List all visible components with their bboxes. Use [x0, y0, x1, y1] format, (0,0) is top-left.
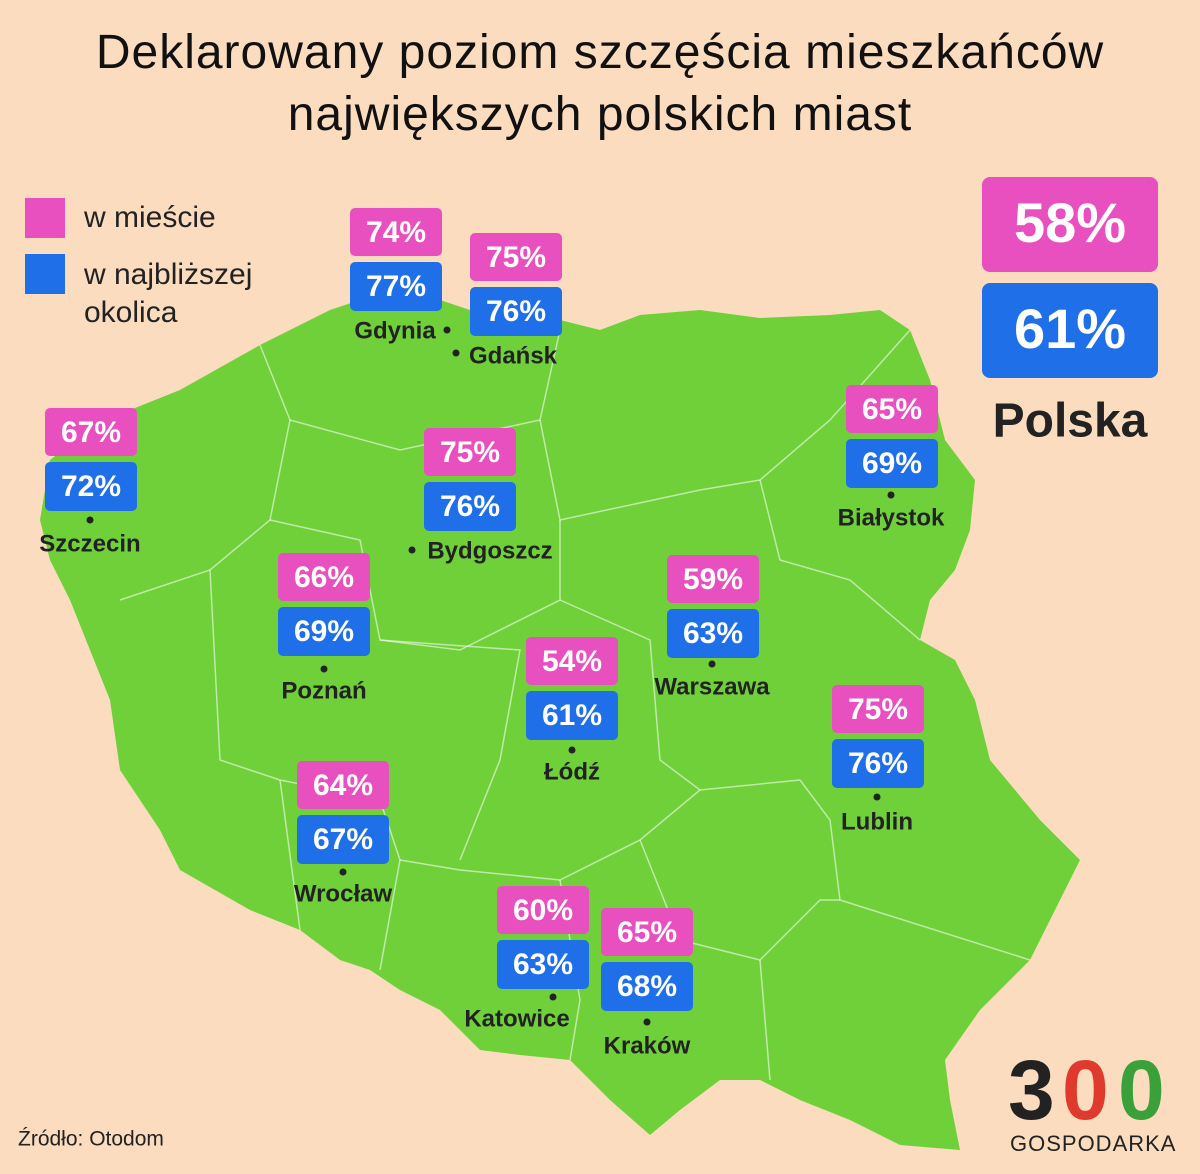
surroundings-box — [350, 262, 442, 311]
surroundings-value: 61% — [542, 699, 602, 732]
city-name: Bydgoszcz — [427, 537, 552, 564]
city-dot — [452, 349, 460, 357]
city-dot — [443, 326, 451, 334]
surroundings-value: 63% — [513, 948, 573, 981]
city-box — [278, 553, 370, 601]
city-dot — [708, 660, 716, 668]
city-dot — [86, 516, 94, 524]
city-box — [350, 208, 442, 256]
surroundings-value: 76% — [486, 295, 546, 328]
surroundings-value: 68% — [617, 970, 677, 1003]
city-name: Lublin — [841, 808, 913, 835]
surroundings-box — [497, 940, 589, 989]
city-value: 64% — [313, 769, 373, 802]
city-dot — [339, 868, 347, 876]
city-value: 75% — [486, 241, 546, 274]
title: Deklarowany poziom szczęścia mieszkańców… — [95, 26, 1105, 141]
surroundings-box — [424, 482, 516, 531]
national-label: Polska — [993, 395, 1148, 448]
city-value: 75% — [440, 436, 500, 469]
city-name: Wrocław — [294, 880, 393, 907]
surroundings-value: 76% — [440, 490, 500, 523]
surroundings-box — [846, 439, 938, 488]
city-box — [667, 555, 759, 603]
city-name: Warszawa — [654, 673, 770, 700]
surroundings-box — [297, 815, 389, 864]
city-value: 66% — [294, 561, 354, 594]
city-name: Łódź — [544, 758, 600, 785]
surroundings-box — [601, 962, 693, 1011]
logo-digit: 0 — [1062, 1043, 1109, 1137]
region-borders — [119, 329, 1031, 1081]
city-value: 59% — [683, 563, 743, 596]
surroundings-box — [832, 739, 924, 788]
surroundings-box — [45, 462, 137, 511]
logo-digit: 3 — [1008, 1043, 1055, 1137]
city-box — [601, 908, 693, 956]
legend-swatch — [25, 254, 65, 294]
national-surroundings: 61% — [1014, 297, 1126, 360]
surroundings-value: 72% — [61, 470, 121, 503]
city-value: 65% — [862, 393, 922, 426]
logo-name: GOSPODARKA — [1010, 1131, 1176, 1156]
city-dot — [568, 746, 576, 754]
surroundings-box — [278, 607, 370, 656]
city-dot — [887, 491, 895, 499]
city-box — [497, 886, 589, 934]
city-dot — [549, 993, 557, 1001]
city-value: 75% — [848, 693, 908, 726]
city-dot — [408, 546, 416, 554]
city-name: Katowice — [464, 1005, 569, 1032]
city-name: Białystok — [838, 504, 945, 531]
city-name: Poznań — [281, 677, 366, 704]
city-value: 60% — [513, 894, 573, 927]
city-value: 74% — [366, 216, 426, 249]
city-box — [832, 685, 924, 733]
national-box — [982, 283, 1158, 378]
city-box — [526, 637, 618, 685]
city-value: 67% — [61, 416, 121, 449]
surroundings-value: 69% — [862, 447, 922, 480]
surroundings-value: 63% — [683, 617, 743, 650]
national-box — [982, 177, 1158, 272]
surroundings-value: 67% — [313, 823, 373, 856]
city-value: 54% — [542, 645, 602, 678]
surroundings-box — [667, 609, 759, 658]
city-box — [846, 385, 938, 433]
legend-label: w mieście — [83, 201, 216, 234]
city-dot — [873, 793, 881, 801]
surroundings-box — [526, 691, 618, 740]
city-name: Gdańsk — [469, 342, 558, 369]
legend-swatch — [25, 198, 65, 238]
national-city: 58% — [1014, 191, 1126, 254]
surroundings-value: 76% — [848, 747, 908, 780]
surroundings-box — [470, 287, 562, 336]
source: Źródło: Otodom — [18, 1128, 164, 1151]
city-name: Gdynia — [354, 317, 436, 344]
city-dot — [320, 665, 328, 673]
city-box — [45, 408, 137, 456]
city-box — [470, 233, 562, 281]
legend-label: w najbliższej okolica — [84, 258, 253, 329]
city-value: 65% — [617, 916, 677, 949]
city-name: Szczecin — [39, 530, 140, 557]
surroundings-value: 69% — [294, 615, 354, 648]
city-dot — [643, 1018, 651, 1026]
surroundings-value: 77% — [366, 270, 426, 303]
city-box — [424, 428, 516, 476]
logo-digit: 0 — [1118, 1043, 1165, 1137]
city-name: Kraków — [604, 1032, 691, 1059]
city-box — [297, 761, 389, 809]
